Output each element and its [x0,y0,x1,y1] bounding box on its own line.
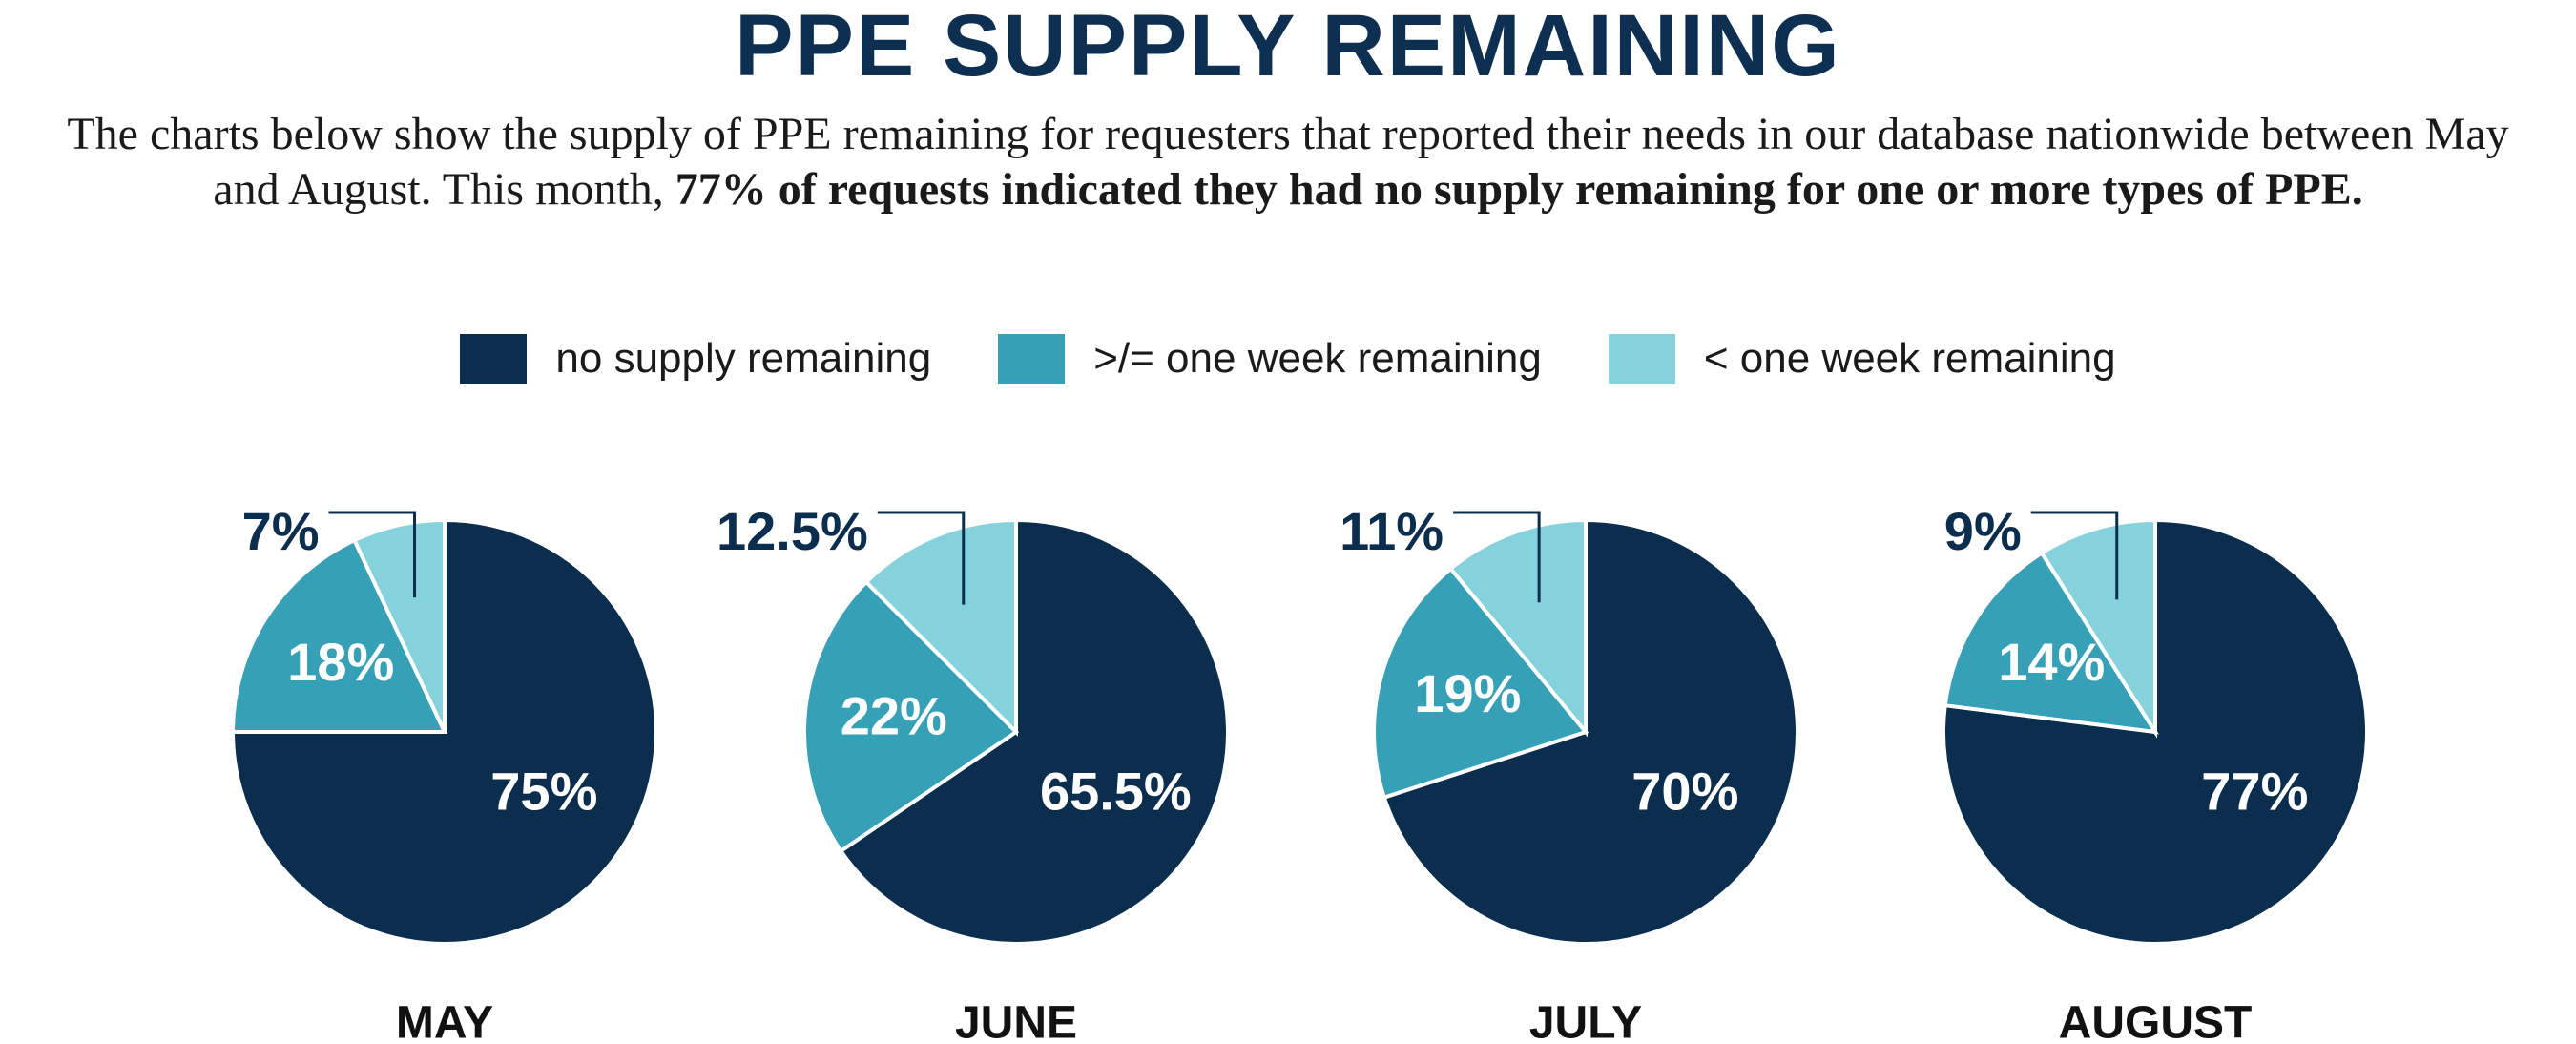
slice-label: 65.5% [1040,761,1192,821]
pie-title: JULY [1529,998,1642,1044]
slice-label: 7% [242,501,320,561]
legend-label: < one week remaining [1703,335,2116,382]
legend-item: >/= one week remaining [998,334,1542,384]
pie-title: AUGUST [2059,998,2253,1044]
legend-swatch [1608,334,1675,384]
legend-label: no supply remaining [555,335,932,382]
legend-item: no supply remaining [460,334,931,384]
legend: no supply remaining >/= one week remainin… [0,334,2576,384]
description-highlight: 77% of requests indicated they had no su… [675,164,2363,215]
pie-slice [838,517,1230,946]
leader-line [877,511,966,605]
slice-label: 70% [1631,761,1738,821]
pie-slice [1447,517,1588,738]
slice-label: 22% [841,686,947,746]
pie-slice [230,517,658,946]
legend-label: >/= one week remaining [1093,335,1542,382]
slice-label: 18% [287,632,394,692]
slice-label: 19% [1414,663,1521,723]
description: The charts below show the supply of PPE … [57,107,2519,218]
pie-title: MAY [396,998,493,1044]
pie-slice [1372,566,1589,801]
slice-label: 12.5% [717,501,868,561]
pie-slice [230,537,448,734]
legend-swatch [998,334,1066,384]
legend-item: < one week remaining [1608,334,2116,384]
leader-line [2030,511,2119,600]
description-text: The charts below show the supply of PPE … [67,109,2509,215]
leader-line [1453,511,1541,603]
pie-slice [351,517,447,733]
slice-label: 11% [1340,501,1444,561]
slice-label: 14% [1998,632,2105,692]
pie-slice [802,579,1020,854]
pie-slice [1942,550,2159,735]
leader-line [328,511,417,598]
slice-label: 9% [1944,501,2022,561]
pie-title: JUNE [955,998,1077,1044]
pie-slice [863,517,1018,737]
slice-label: 77% [2201,761,2308,821]
legend-swatch [460,334,528,384]
slice-label: 75% [490,761,597,821]
title: PPE SUPPLY REMAINING [735,0,1841,94]
pie-slice [2039,517,2157,739]
pie-slice [1381,517,1799,946]
